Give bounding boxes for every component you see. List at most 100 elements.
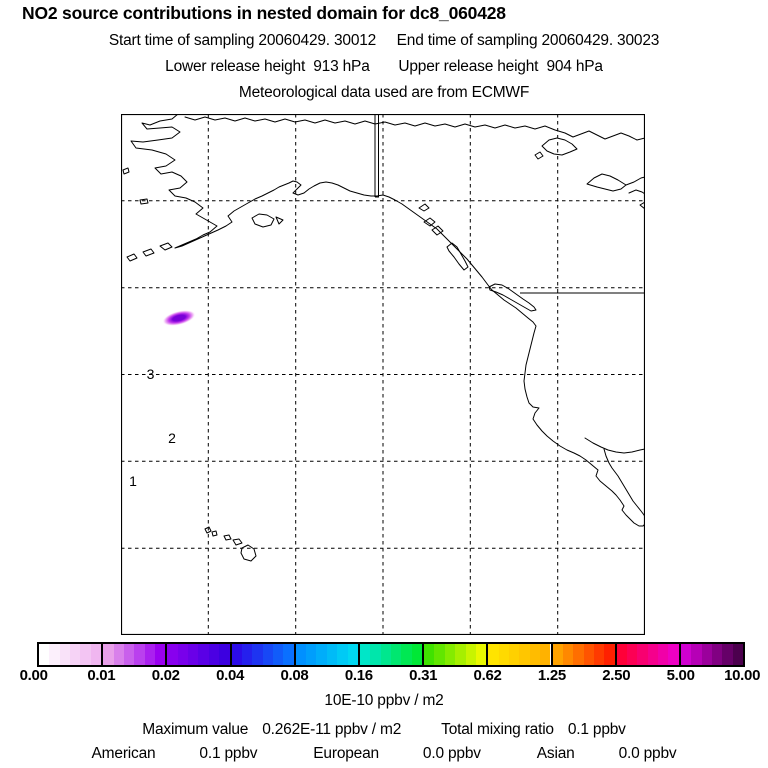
coast-arctic-north — [184, 116, 645, 141]
colorbar-tick-label: 0.01 — [87, 667, 116, 684]
colorbar-cell — [39, 644, 50, 665]
colorbar-segment — [616, 644, 681, 665]
sampling-time-line: Start time of sampling 20060429. 30012 E… — [108, 32, 660, 49]
hawaii-big-island — [240, 544, 257, 562]
colorbar-cell — [134, 644, 145, 665]
page-title: NO2 source contributions in nested domai… — [22, 3, 506, 23]
colorbar-segment — [424, 644, 489, 665]
arctic-island — [586, 173, 627, 192]
stat-pair: Asian 0.0 ppbv — [537, 745, 677, 763]
colorbar-cell — [316, 644, 327, 665]
stat-pair: European 0.0 ppbv — [313, 745, 481, 763]
colorbar-cell — [411, 644, 423, 665]
map-panel: 3 2 1 — [121, 114, 645, 635]
track-point-label: 2 — [168, 430, 176, 446]
colorbar-cell — [711, 644, 723, 665]
colorbar-cell — [391, 644, 402, 665]
colorbar-segment — [488, 644, 553, 665]
map-canvas: 3 2 1 — [121, 114, 645, 635]
colorbar-cell — [498, 644, 510, 665]
colorbar-cell — [604, 644, 615, 665]
colorbar-cell — [465, 644, 476, 665]
colorbar-unit-label: 10E-10 ppbv / m2 — [324, 692, 444, 709]
colorbar-cell — [295, 644, 307, 665]
arctic-coast-edge — [628, 189, 645, 195]
colorbar-cell — [380, 644, 392, 665]
arctic-island — [541, 137, 578, 156]
colorbar-cell — [583, 644, 594, 665]
arctic-coast-edge — [625, 176, 645, 186]
political-borders — [374, 115, 644, 294]
colorbar-cell — [123, 644, 135, 665]
colorbar-cell — [59, 644, 71, 665]
colorbar-segment — [680, 644, 744, 665]
colorbar-cell — [540, 644, 551, 665]
colorbar-cell — [262, 644, 273, 665]
colorbar-cell — [637, 644, 648, 665]
colorbar-tick-label: 1.25 — [537, 667, 566, 684]
islet — [139, 198, 149, 205]
stat-label: Asian — [536, 745, 575, 762]
colorbar-segment — [552, 644, 617, 665]
colorbar-cell — [691, 644, 702, 665]
colorbar-cell — [70, 644, 81, 665]
colorbar-cell — [401, 644, 412, 665]
colorbar-cell — [337, 644, 348, 665]
aleutian-island — [159, 242, 173, 251]
stat-value: 0.1 ppbv — [199, 745, 258, 762]
colorbar-cell — [573, 644, 584, 665]
colorbar-cell — [647, 644, 659, 665]
coast-gulf-california-west — [603, 448, 645, 518]
colorbar-segment — [39, 644, 104, 665]
colorbar-cell — [444, 644, 456, 665]
track-point-label: 1 — [129, 473, 137, 489]
map-frame — [121, 114, 645, 635]
colorbar-cell — [80, 644, 91, 665]
colorbar-cell — [252, 644, 263, 665]
colorbar-segment — [103, 644, 168, 665]
stats-row-regions: American 0.1 ppbv European 0.0 ppbv Asian 0.0… — [0, 745, 768, 763]
stat-value: 0.0 ppbv — [422, 745, 481, 762]
colorbar-cell — [326, 644, 338, 665]
colorbar-cell — [49, 644, 60, 665]
colorbar-cell — [90, 644, 102, 665]
colorbar-cell — [475, 644, 487, 665]
colorbar-tick-label: 0.04 — [216, 667, 245, 684]
colorbar-cell — [701, 644, 712, 665]
colorbar-cell — [359, 644, 371, 665]
colorbar-tick-label: 0.31 — [409, 667, 438, 684]
colorbar-cell — [680, 644, 692, 665]
colorbar-tick-label: 0.16 — [344, 667, 373, 684]
colorbar-cell — [519, 644, 530, 665]
colorbar-cell — [306, 644, 317, 665]
colorbar-cell — [455, 644, 466, 665]
colorbar-cell — [562, 644, 574, 665]
colorbar-cell — [113, 644, 124, 665]
colorbar-tick-label: 5.00 — [666, 667, 695, 684]
islet — [122, 167, 130, 175]
colorbar-cell — [208, 644, 220, 665]
colorbar-cell — [658, 644, 669, 665]
colorbar-cell — [488, 644, 499, 665]
colorbar-cell — [283, 644, 294, 665]
aleutian-island — [126, 253, 138, 262]
colorbar — [37, 642, 745, 667]
colorbar-cell — [347, 644, 358, 665]
stat-pair: Maximum value 0.262E-11 ppbv / m2 — [142, 721, 401, 739]
colorbar-cell — [434, 644, 445, 665]
colorbar-cell — [188, 644, 199, 665]
island-kodiak — [251, 213, 275, 228]
stat-label: Total mixing ratio — [441, 721, 554, 738]
edge-inlet — [639, 201, 645, 210]
stat-value: 0.0 ppbv — [618, 745, 677, 762]
stat-label: European — [313, 745, 379, 762]
stat-value: 0.1 ppbv — [567, 721, 626, 738]
stat-pair: Total mixing ratio 0.1 ppbv — [441, 721, 626, 739]
colorbar-cell — [722, 644, 733, 665]
colorbar-cell — [144, 644, 155, 665]
coast-alaska-to-baja — [130, 114, 645, 527]
colorbar-cell — [154, 644, 166, 665]
colorbar-cell — [177, 644, 189, 665]
colorbar-segment — [359, 644, 425, 665]
colorbar-tick-label: 10.00 — [724, 667, 761, 684]
